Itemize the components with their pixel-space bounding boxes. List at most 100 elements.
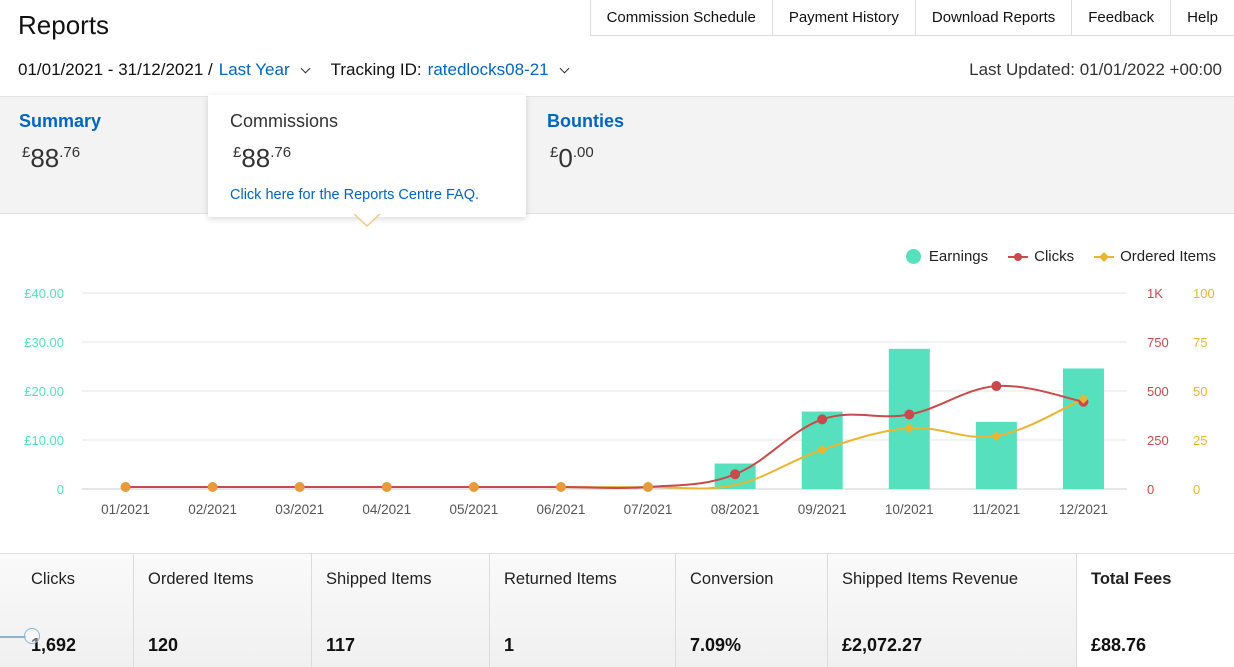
earnings-bar	[1062, 368, 1104, 489]
summary-amount: £88.76	[22, 143, 81, 173]
tracking-id-dropdown[interactable]: ratedlocks08-21	[427, 60, 549, 79]
feedback-link[interactable]: Feedback	[1072, 0, 1172, 35]
stat-label: Shipped Items Revenue	[842, 570, 1019, 588]
x-tick-label: 03/2021	[275, 502, 324, 517]
stat-value: £2,072.27	[842, 635, 923, 655]
stat-shipped-revenue: Shipped Items Revenue £2,072.27	[828, 554, 1077, 667]
x-tick-label: 04/2021	[362, 502, 411, 517]
y-tick-clicks: 500	[1147, 384, 1169, 399]
x-tick-label: 11/2021	[972, 502, 1020, 517]
stat-value: 1	[504, 635, 515, 655]
stat-value: 120	[148, 635, 179, 655]
tab-bounties-label: Bounties	[547, 111, 625, 131]
reports-faq-link[interactable]: Click here for the Reports Centre FAQ.	[230, 187, 480, 203]
y-tick-ordered: 25	[1193, 433, 1207, 448]
tab-summary[interactable]: Summary £88.76	[0, 97, 208, 215]
commission-schedule-link[interactable]: Commission Schedule	[591, 0, 773, 35]
y-tick-ordered: 50	[1193, 384, 1207, 399]
clicks-point	[904, 409, 915, 420]
y-tick-clicks: 1K	[1147, 286, 1163, 301]
scroll-track	[0, 636, 26, 638]
ordered-items-legend-icon	[1094, 251, 1115, 262]
summary-tabs: Summary £88.76 Commissions £88.76 Click …	[0, 95, 1234, 217]
commissions-amount: £88.76	[233, 143, 292, 173]
chevron-down-icon[interactable]	[300, 63, 311, 73]
clicks-point	[730, 469, 741, 480]
legend-clicks[interactable]: Clicks	[1008, 248, 1074, 265]
earnings-chart: 0 £10.00 £20.00 £30.00 £40.00 0 250 500 750 1K 0 25…	[24, 286, 1215, 517]
x-tick-label: 09/2021	[798, 502, 847, 517]
date-range: 01/01/2021 - 31/12/2021 /	[18, 60, 213, 79]
tracking-id-label: Tracking ID:	[330, 60, 422, 79]
stat-label: Ordered Items	[148, 570, 254, 588]
x-tick-label: 07/2021	[624, 502, 673, 517]
zero-point	[120, 482, 131, 492]
ordered-items-point	[991, 431, 1002, 442]
legend-ordered-label: Ordered Items	[1120, 248, 1216, 265]
x-tick-label: 12/2021	[1059, 502, 1108, 517]
y-tick-ordered: 0	[1193, 482, 1200, 497]
x-tick-label: 08/2021	[711, 502, 760, 517]
y-tick-left: £30.00	[24, 335, 64, 350]
zero-point	[468, 482, 479, 492]
ordered-items-point	[1078, 393, 1089, 404]
y-tick-left: £20.00	[24, 384, 64, 399]
x-tick-label: 02/2021	[188, 502, 237, 517]
stat-ordered-items: Ordered Items 120	[134, 554, 312, 667]
zero-point	[381, 482, 392, 492]
filter-bar: 01/01/2021 - 31/12/2021 / Last Year Trac…	[18, 60, 578, 80]
stat-total-fees: Total Fees £88.76	[1077, 554, 1234, 667]
tab-commissions[interactable]: Commissions £88.76 Click here for the Re…	[208, 95, 526, 217]
chevron-down-icon[interactable]	[559, 63, 570, 73]
period-dropdown[interactable]: Last Year	[218, 60, 290, 79]
stat-label: Shipped Items	[326, 570, 432, 588]
legend-ordered-items[interactable]: Ordered Items	[1094, 248, 1216, 265]
zero-point	[555, 482, 566, 492]
download-reports-link[interactable]: Download Reports	[916, 0, 1073, 35]
help-link[interactable]: Help	[1187, 9, 1218, 26]
legend-earnings[interactable]: Earnings	[905, 248, 989, 265]
clicks-point	[817, 414, 828, 425]
stats-bar: Clicks 1,692 Ordered Items 120 Shipped I…	[0, 553, 1234, 667]
page-title: Reports	[18, 10, 110, 40]
clicks-point	[991, 381, 1002, 392]
tab-bounties[interactable]: Bounties £0.00	[526, 97, 826, 215]
payment-history-link[interactable]: Payment History	[773, 0, 916, 35]
zero-point	[207, 482, 218, 492]
ordered-items-point	[904, 423, 915, 434]
clicks-legend-icon	[1008, 252, 1029, 261]
stat-conversion: Conversion 7.09%	[676, 554, 828, 667]
chart-legend: Earnings Clicks Ordered Items	[886, 248, 1216, 265]
clicks-line	[125, 384, 1084, 490]
y-tick-clicks: 0	[1147, 482, 1154, 497]
legend-earnings-label: Earnings	[928, 248, 989, 265]
y-tick-left: 0	[57, 482, 64, 497]
stat-shipped-items: Shipped Items 117	[312, 554, 490, 667]
last-updated: Last Updated: 01/01/2022 +00:00	[969, 60, 1222, 79]
stat-value: £88.76	[1091, 635, 1147, 655]
y-tick-left: £10.00	[24, 433, 64, 448]
x-tick-label: 06/2021	[537, 502, 586, 517]
scroll-handle[interactable]	[24, 628, 40, 644]
bounties-amount: £0.00	[550, 143, 594, 173]
stat-value: 1,692	[31, 635, 77, 655]
x-tick-label: 01/2021	[101, 502, 150, 517]
stat-clicks: Clicks 1,692	[0, 554, 134, 667]
tab-summary-label: Summary	[19, 111, 102, 131]
stat-returned-items: Returned Items 1	[490, 554, 676, 667]
x-tick-label: 05/2021	[449, 502, 498, 517]
y-tick-ordered: 100	[1193, 286, 1215, 301]
y-tick-ordered: 75	[1193, 335, 1207, 350]
zero-point	[294, 482, 305, 492]
stat-label: Returned Items	[504, 570, 617, 588]
stat-value: 7.09%	[690, 635, 742, 655]
x-tick-label: 10/2021	[885, 502, 934, 517]
y-tick-clicks: 250	[1147, 433, 1169, 448]
stat-label: Clicks	[31, 570, 75, 588]
zero-point	[643, 482, 654, 492]
y-tick-clicks: 750	[1147, 335, 1169, 350]
tab-pointer-icon	[353, 214, 381, 228]
legend-clicks-label: Clicks	[1034, 248, 1075, 265]
stat-label: Conversion	[690, 570, 774, 588]
earnings-legend-icon	[905, 249, 921, 264]
